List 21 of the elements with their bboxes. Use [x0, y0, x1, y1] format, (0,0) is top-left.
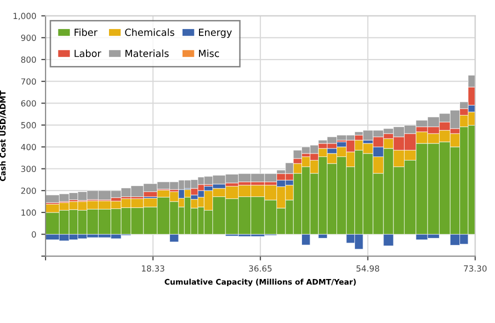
x-tick-label: 18.33: [142, 265, 164, 272]
legend-label: Chemicals: [125, 28, 174, 36]
legend-label: Materials: [126, 50, 169, 58]
legend-label: Labor: [74, 50, 102, 58]
y-tick-label: 700: [21, 78, 36, 85]
legend-label: Fiber: [74, 28, 98, 36]
y-tick-label: 300: [21, 166, 36, 172]
legend-label: Energy: [199, 28, 232, 38]
y-tick-label: 400: [21, 144, 36, 150]
y-tick-label: 1,000: [14, 12, 36, 20]
y-tick-label: 200: [21, 188, 36, 194]
y-tick-label: 900: [21, 34, 36, 41]
legend-label: Misc: [199, 50, 219, 58]
y-tick-label: 0: [32, 231, 36, 238]
y-tick-label: 800: [21, 56, 36, 63]
y-tick-label: 600: [21, 100, 36, 106]
x-tick-label: 36.65: [249, 265, 272, 272]
y-tick-label: 500: [21, 122, 36, 128]
x-tick-label: 73.30: [464, 265, 487, 272]
y-tick-label: 100: [22, 209, 36, 216]
x-tick-label: 54.98: [356, 265, 380, 272]
